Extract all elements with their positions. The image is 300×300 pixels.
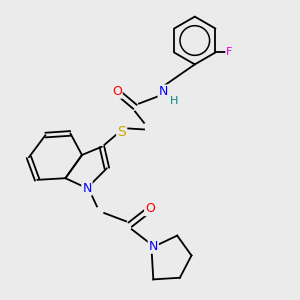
Text: F: F [226,47,232,58]
Text: N: N [148,240,158,253]
Text: S: S [117,125,126,139]
Text: O: O [112,85,122,98]
Text: H: H [170,96,178,106]
Text: N: N [82,182,92,195]
Text: O: O [145,202,155,215]
Text: N: N [159,85,168,98]
